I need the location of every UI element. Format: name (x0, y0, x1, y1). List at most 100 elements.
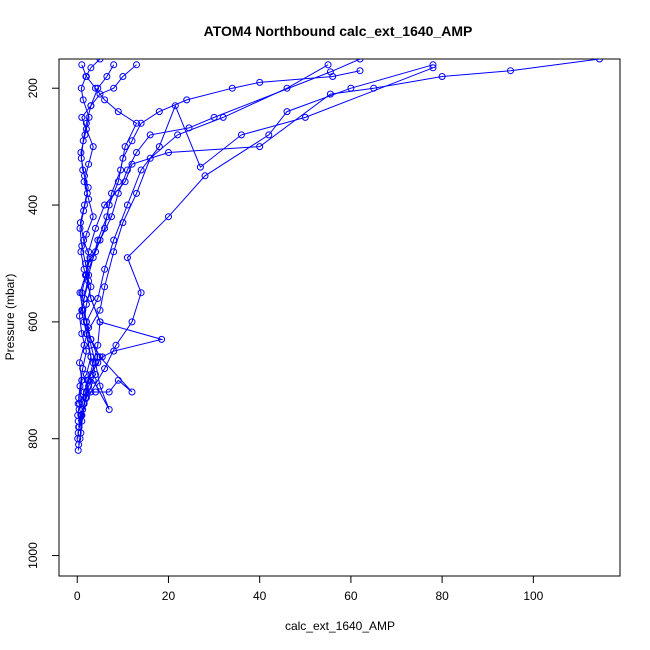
data-point (82, 73, 90, 80)
chart-title: ATOM4 Northbound calc_ext_1640_AMP (204, 23, 473, 39)
data-point (89, 143, 97, 151)
data-point (110, 347, 118, 355)
data-point (80, 341, 88, 349)
data-point (76, 312, 83, 320)
data-point (185, 124, 193, 132)
data-point (119, 154, 127, 162)
data-point (596, 59, 603, 63)
data-point (429, 64, 437, 72)
data-point (94, 341, 102, 349)
data-point (171, 102, 179, 110)
data-point (103, 73, 111, 80)
data-point (82, 271, 89, 279)
data-point (77, 149, 85, 156)
data-point (82, 347, 90, 355)
data-point (201, 172, 209, 180)
data-point (137, 166, 145, 174)
data-point (119, 73, 127, 80)
x-tick-label: 60 (344, 589, 358, 603)
data-point (356, 59, 364, 63)
data-point (228, 84, 236, 92)
data-point (96, 306, 104, 314)
data-point (105, 388, 113, 396)
x-axis: 0 20 40 60 80 100 (74, 575, 544, 603)
data-point (79, 406, 87, 413)
y-tick-label: 600 (26, 312, 40, 332)
series-line-1 (77, 64, 434, 451)
data-point (87, 335, 95, 343)
data-point (128, 318, 136, 326)
data-point (146, 131, 154, 139)
data-point (94, 236, 102, 244)
data-point (85, 324, 93, 332)
data-point (87, 371, 95, 378)
data-point (82, 119, 90, 127)
plot-area (74, 59, 603, 454)
data-point (85, 376, 93, 384)
data-point (92, 388, 99, 396)
data-point (92, 84, 99, 92)
series-line-10 (78, 59, 101, 398)
data-point (81, 131, 89, 139)
data-point (89, 213, 97, 221)
data-point (98, 353, 106, 361)
data-point (108, 189, 115, 197)
data-point (96, 236, 104, 244)
data-point (256, 143, 264, 151)
data-point (165, 149, 172, 156)
data-point (76, 219, 84, 227)
data-point (128, 137, 136, 145)
data-point (133, 189, 140, 197)
y-tick-label: 200 (26, 78, 40, 98)
series-line-9 (77, 64, 115, 404)
data-point (256, 78, 264, 86)
series-line-3 (77, 70, 361, 439)
data-point (114, 108, 122, 116)
data-point (86, 254, 94, 262)
data-point (81, 201, 88, 209)
y-axis-label: Pressure (mbar) (3, 274, 17, 361)
data-point (101, 283, 109, 291)
data-point (80, 236, 88, 244)
data-point (110, 248, 118, 256)
data-point (114, 376, 122, 384)
x-tick-label: 40 (253, 589, 267, 603)
data-point (92, 359, 99, 367)
data-point (78, 376, 86, 384)
data-point (85, 113, 93, 121)
data-point (92, 224, 99, 232)
x-tick-label: 0 (74, 589, 81, 603)
data-point (356, 67, 364, 75)
data-point (210, 113, 218, 121)
data-point (146, 154, 154, 162)
data-point (219, 113, 227, 121)
data-point (82, 318, 90, 326)
data-point (133, 119, 140, 127)
data-point (123, 254, 131, 262)
data-point (117, 166, 125, 174)
data-point (101, 201, 109, 209)
data-point (137, 289, 145, 297)
data-point (108, 213, 115, 221)
plot-frame (58, 58, 621, 577)
data-point (82, 371, 90, 378)
data-point (94, 353, 102, 361)
data-point (85, 277, 93, 285)
series-line-8 (78, 64, 137, 410)
data-point (133, 149, 140, 156)
data-point (237, 131, 245, 139)
data-point (76, 359, 83, 367)
data-point (89, 376, 97, 384)
y-tick-label: 800 (26, 428, 40, 448)
y-axis: 200 400 600 800 1000 (26, 78, 60, 569)
data-point (326, 90, 334, 98)
data-point (158, 335, 166, 343)
series-line-7 (77, 64, 138, 416)
data-point (82, 230, 90, 238)
data-point (79, 306, 87, 314)
data-point (96, 318, 104, 326)
data-point (85, 160, 93, 168)
data-point (79, 166, 87, 174)
data-point (79, 365, 87, 373)
